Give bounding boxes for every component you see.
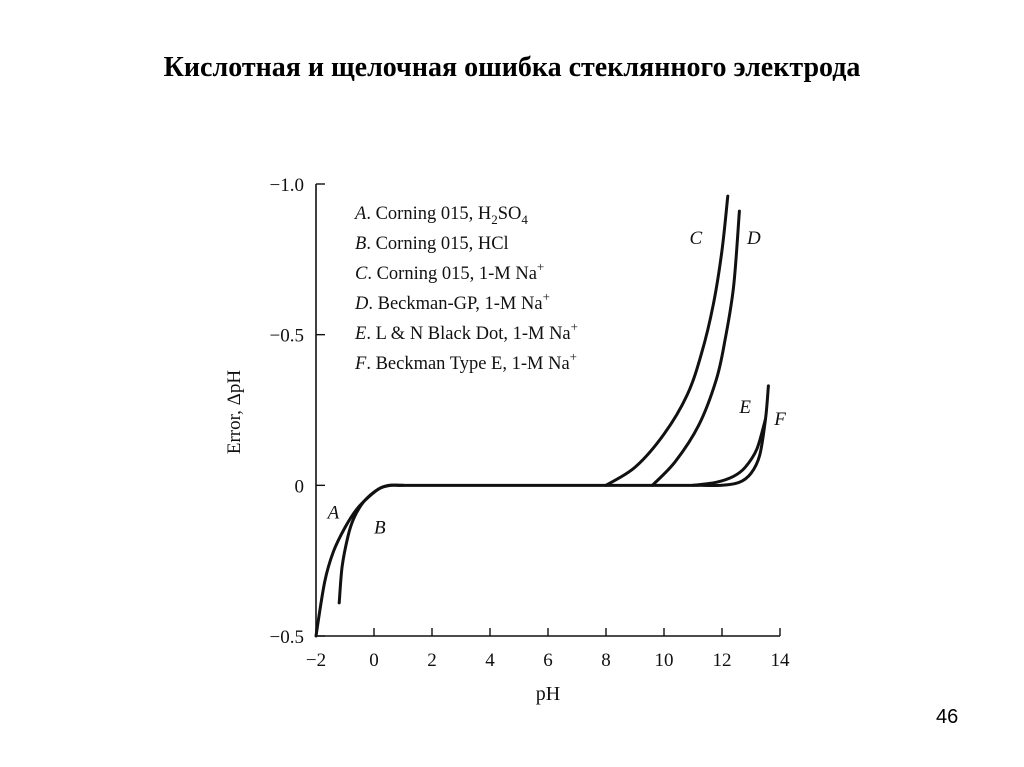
legend-item-e: E. L & N Black Dot, 1-M Na+ (354, 319, 578, 344)
legend-text: . Corning 015, 1-M Na (367, 264, 537, 284)
curve-c (604, 194, 730, 487)
legend-item-b: B. Corning 015, HCl (355, 234, 509, 254)
curve-b (337, 483, 399, 605)
chart-curves (314, 194, 770, 638)
legend-letter: A (353, 204, 367, 224)
curve-label-e: E (738, 397, 751, 418)
x-tick-label: 0 (369, 650, 379, 671)
y-axis-label: Error, ΔpH (224, 370, 245, 455)
legend-letter: B (355, 234, 366, 254)
page-number: 46 (936, 706, 959, 728)
x-tick-label: −2 (306, 650, 326, 671)
legend-superscript: + (543, 289, 550, 304)
legend-superscript: + (537, 259, 544, 274)
legend-item-a: A. Corning 015, H2SO4 (353, 204, 528, 227)
curve-e (691, 417, 767, 487)
x-tick-label: 14 (771, 650, 791, 671)
slide-title: Кислотная и щелочная ошибка стеклянного … (163, 52, 861, 83)
x-tick-label: 2 (427, 650, 437, 671)
curve-d (650, 209, 741, 487)
legend-text: . L & N Black Dot, 1-M Na (366, 324, 570, 344)
legend-text: SO (498, 204, 522, 224)
legend-text: . Corning 015, H (366, 204, 491, 224)
curve-label-a: A (326, 502, 340, 523)
legend-subscript: 2 (491, 212, 498, 227)
x-tick-label: 6 (543, 650, 553, 671)
chart-labels: ABC DEF (326, 228, 787, 538)
legend-letter: F (354, 354, 367, 374)
curve-label-c: C (690, 228, 703, 249)
x-tick-label: 8 (601, 650, 611, 671)
y-tick-label: −0.5 (270, 326, 304, 347)
y-tick-label: −0.5 (270, 627, 304, 648)
legend-superscript: + (571, 319, 578, 334)
legend-letter: E (354, 324, 366, 344)
chart-axes: −2 0 2 4 6 8 10 12 14 −1.0 −0.5 0 −0.5 (270, 175, 790, 671)
legend-letter: D (354, 294, 369, 314)
x-tick-label: 10 (655, 650, 674, 671)
x-tick-label: 4 (485, 650, 495, 671)
legend-item-f: F. Beckman Type E, 1-M Na+ (354, 349, 577, 374)
legend-superscript: + (570, 349, 577, 364)
legend-letter: C (355, 264, 368, 284)
legend-item-d: D. Beckman-GP, 1-M Na+ (354, 289, 550, 314)
curve-label-f: F (773, 409, 786, 430)
legend-item-c: C. Corning 015, 1-M Na+ (355, 259, 544, 284)
curve-f (697, 384, 770, 488)
chart-legend: A. Corning 015, H2SO4 B. Corning 015, HCl… (353, 204, 578, 374)
y-tick-label: −1.0 (270, 175, 304, 196)
x-tick-label: 12 (713, 650, 732, 671)
legend-text: . Beckman-GP, 1-M Na (368, 294, 542, 314)
legend-subscript: 4 (521, 212, 528, 227)
legend-text: . Beckman Type E, 1-M Na (366, 354, 569, 374)
x-axis-label: pH (536, 683, 560, 705)
y-tick-label: 0 (295, 476, 305, 497)
legend-text: . Corning 015, HCl (366, 234, 508, 254)
curve-label-d: D (746, 228, 761, 249)
curve-label-b: B (374, 518, 386, 539)
